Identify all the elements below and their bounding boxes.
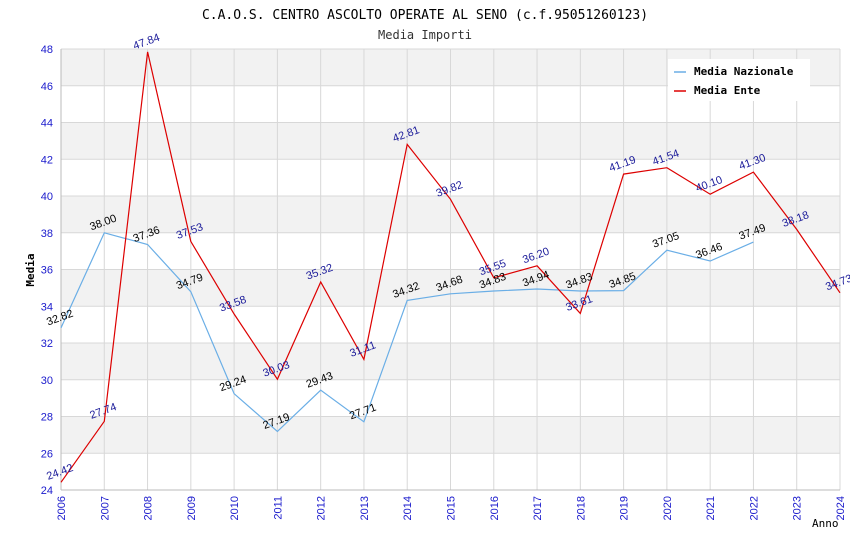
x-tick-label: 2021 [705,496,717,520]
y-tick-label: 38 [41,228,53,240]
legend: Media Nazionale Media Ente [668,59,810,101]
x-tick-label: 2007 [99,496,111,520]
y-tick-labels: 24 26 28 30 32 34 36 38 40 42 44 46 48 [41,44,53,497]
x-tick-label: 2016 [489,496,501,520]
data-label-ente: 36.20 [521,246,551,267]
y-tick-label: 44 [41,118,53,130]
x-tick-labels: 2006 2007 2008 2009 2010 2011 2012 2013 2014 2015… [56,496,847,520]
legend-label-nazionale: Media Nazionale [694,65,794,78]
y-tick-label: 28 [41,412,53,424]
y-tick-label: 32 [41,338,53,350]
y-tick-label: 24 [41,485,53,497]
x-tick-label: 2014 [402,496,414,520]
data-label-nazionale: 36.46 [694,241,724,262]
x-tick-label: 2013 [359,496,371,520]
x-axis-label: Anno [812,517,839,530]
x-tick-label: 2015 [446,496,458,520]
series-lines [60,51,841,483]
y-tick-label: 42 [41,154,53,166]
data-label-ente: 40.10 [694,174,724,195]
y-tick-label: 46 [41,81,53,93]
x-tick-label: 2023 [792,496,804,520]
y-tick-label: 48 [41,44,53,56]
y-tick-label: 36 [41,265,53,277]
legend-label-ente: Media Ente [694,84,761,97]
x-tick-label: 2008 [143,496,155,520]
x-tick-label: 2020 [662,496,674,520]
x-tick-label: 2010 [229,496,241,520]
x-tick-label: 2011 [272,496,284,520]
x-tick-label: 2018 [575,496,587,520]
x-tick-label: 2017 [532,496,544,520]
y-tick-label: 26 [41,448,53,460]
series-line-ente [60,51,841,483]
series-line-nazionale [60,232,754,433]
x-tick-label: 2024 [835,496,847,520]
axes [60,49,840,491]
y-axis-label: Media [24,253,37,286]
x-tick-label: 2022 [748,496,760,520]
legend-box [668,59,810,101]
x-tick-label: 2012 [316,496,328,520]
y-tick-label: 34 [41,301,53,313]
x-tick-label: 2019 [619,496,631,520]
y-tick-label: 40 [41,191,53,203]
x-tick-label: 2006 [56,496,68,520]
data-label-ente: 24.42 [45,462,75,483]
chart-title: C.A.O.S. CENTRO ASCOLTO OPERATE AL SENO … [202,8,648,23]
y-tick-label: 30 [41,375,53,387]
grid-lines [60,48,841,491]
chart-subtitle: Media Importi [378,28,472,42]
x-tick-label: 2009 [186,496,198,520]
